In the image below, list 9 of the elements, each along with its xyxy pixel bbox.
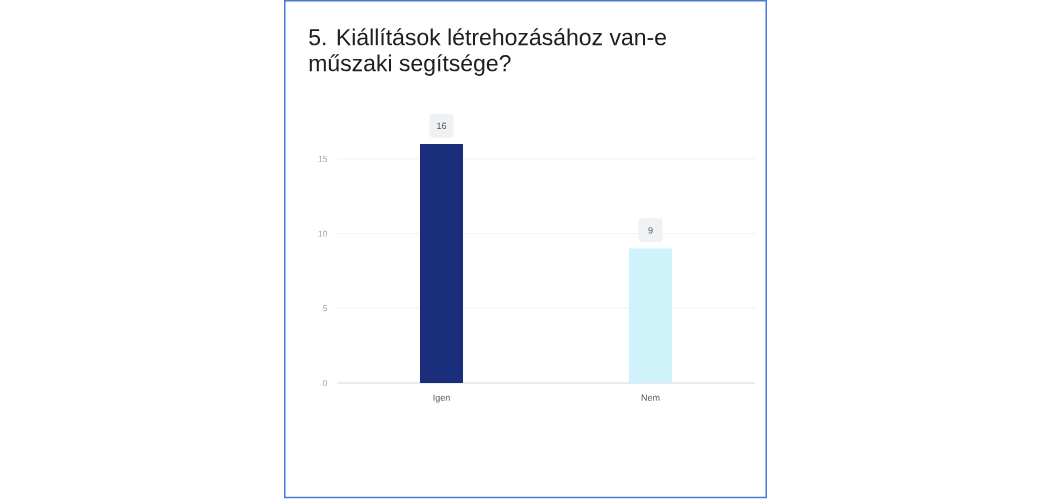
data-label: 9 bbox=[648, 227, 653, 234]
x-tick-label: Nem bbox=[641, 394, 660, 401]
y-tick-label: 10 bbox=[318, 230, 328, 237]
x-tick-label: Igen bbox=[433, 394, 450, 403]
y-tick-label: 5 bbox=[323, 305, 328, 312]
y-tick-label: 0 bbox=[323, 379, 328, 386]
y-tick-label: 15 bbox=[318, 155, 328, 162]
data-label: 16 bbox=[437, 122, 447, 129]
chart-title: 5. Kiállítások létrehozásához van-e műszaki segítsége? bbox=[309, 28, 666, 76]
